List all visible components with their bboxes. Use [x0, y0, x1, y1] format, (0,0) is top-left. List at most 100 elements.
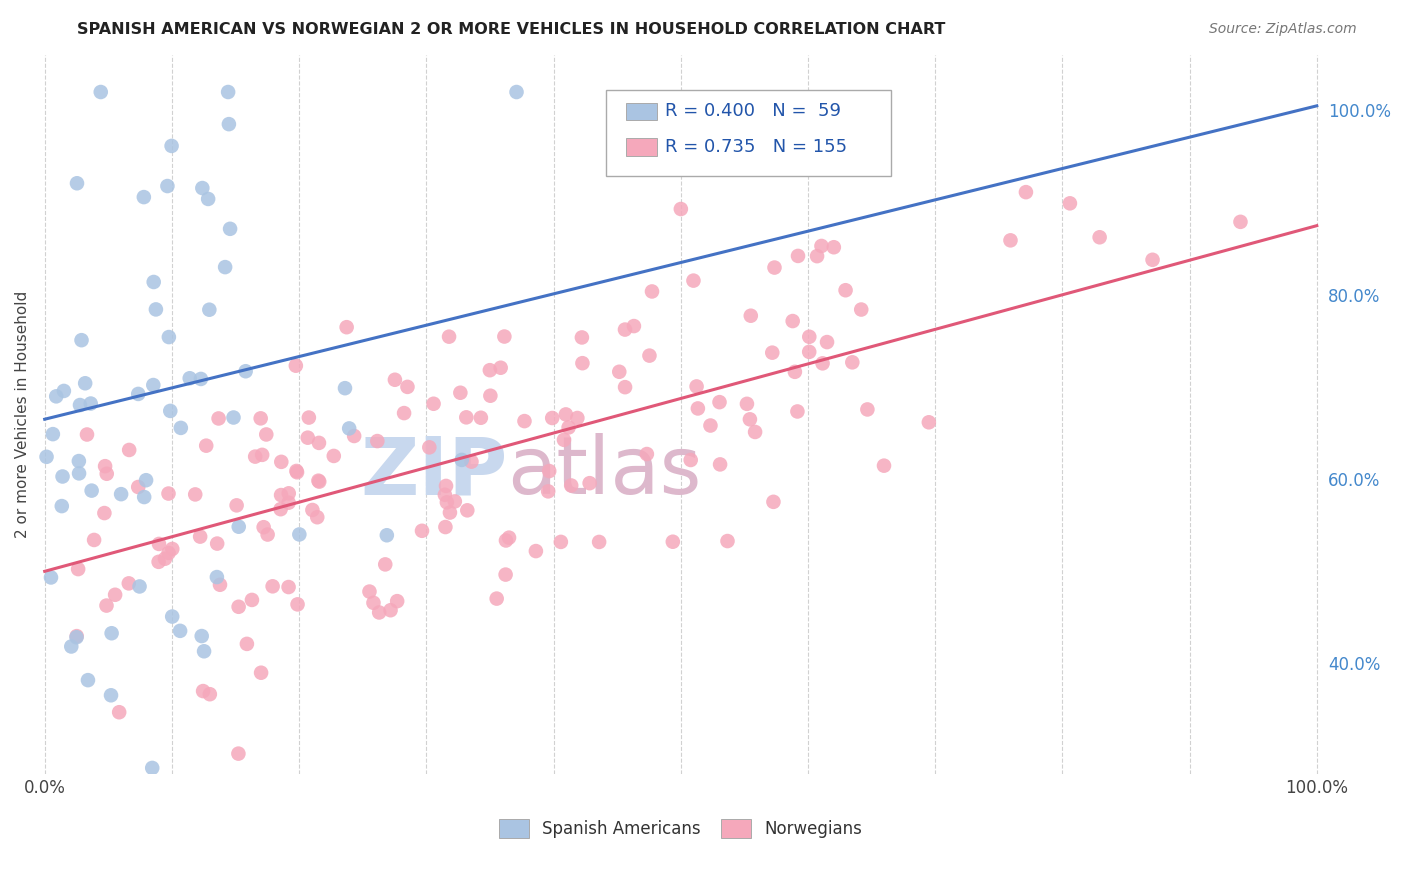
Point: [157, 486, 180, 500]
Point: [307, 474, 329, 488]
Point: [841, 355, 863, 369]
Point: [669, 202, 692, 216]
Point: [160, 139, 183, 153]
Point: [823, 240, 845, 254]
Point: [567, 411, 589, 425]
Point: [740, 309, 762, 323]
Point: [90, 85, 112, 99]
Point: [67, 467, 90, 481]
Point: [270, 455, 292, 469]
Legend: Spanish Americans, Norwegians: Spanish Americans, Norwegians: [492, 813, 869, 845]
Point: [641, 285, 664, 299]
Point: [682, 274, 704, 288]
Point: [110, 487, 132, 501]
Point: [337, 421, 360, 435]
Point: [219, 222, 242, 236]
Point: [153, 551, 176, 566]
Point: [243, 450, 266, 464]
Point: [782, 314, 804, 328]
Point: [392, 406, 415, 420]
Point: [851, 302, 873, 317]
Point: [250, 448, 273, 462]
Point: [396, 380, 419, 394]
Point: [623, 319, 645, 334]
Point: [214, 260, 236, 274]
Point: [191, 684, 214, 698]
Point: [298, 410, 321, 425]
Point: [235, 364, 257, 378]
Point: [498, 531, 520, 545]
Point: [198, 687, 221, 701]
Point: [188, 530, 211, 544]
Point: [560, 478, 582, 492]
Point: [524, 544, 547, 558]
Text: R = 0.735   N = 155: R = 0.735 N = 155: [665, 138, 848, 156]
Point: [571, 356, 593, 370]
Point: [270, 502, 292, 516]
Point: [228, 519, 250, 533]
Point: [39, 570, 62, 584]
Point: [380, 603, 402, 617]
Point: [368, 606, 391, 620]
Point: [190, 372, 212, 386]
Point: [815, 334, 838, 349]
Point: [478, 363, 501, 377]
Point: [607, 365, 630, 379]
Point: [333, 381, 356, 395]
Point: [197, 192, 219, 206]
Point: [495, 567, 517, 582]
Point: [374, 558, 396, 572]
Point: [205, 536, 228, 550]
Point: [578, 476, 600, 491]
Point: [96, 599, 118, 613]
Point: [193, 644, 215, 658]
Point: [662, 534, 685, 549]
Point: [485, 591, 508, 606]
Point: [433, 488, 456, 502]
Point: [75, 376, 97, 391]
Point: [35, 450, 58, 464]
Point: [434, 479, 457, 493]
Point: [80, 396, 103, 410]
Point: [135, 473, 157, 487]
Point: [439, 506, 461, 520]
Point: [307, 510, 329, 524]
Point: [786, 404, 808, 418]
Point: [70, 333, 93, 347]
Point: [422, 397, 444, 411]
Point: [277, 496, 299, 510]
Point: [806, 249, 828, 263]
Point: [685, 379, 707, 393]
Point: [270, 488, 292, 502]
Text: ZIP: ZIP: [360, 434, 508, 511]
Point: [66, 176, 89, 190]
Point: [686, 401, 709, 416]
Point: [799, 344, 821, 359]
Point: [198, 302, 221, 317]
Point: [489, 360, 512, 375]
Point: [513, 414, 536, 428]
Point: [80, 483, 103, 498]
Point: [437, 329, 460, 343]
Point: [810, 239, 832, 253]
Point: [571, 330, 593, 344]
Point: [145, 302, 167, 317]
Point: [142, 378, 165, 392]
Point: [550, 535, 572, 549]
Point: [553, 433, 575, 447]
Point: [418, 440, 440, 454]
Point: [100, 688, 122, 702]
Point: [162, 541, 184, 556]
Point: [51, 469, 73, 483]
Point: [240, 593, 263, 607]
Point: [384, 373, 406, 387]
Point: [470, 410, 492, 425]
Point: [450, 453, 472, 467]
Point: [588, 535, 610, 549]
Point: [205, 570, 228, 584]
Point: [308, 475, 330, 489]
Point: [256, 527, 278, 541]
Point: [297, 431, 319, 445]
Point: [148, 537, 170, 551]
Point: [225, 499, 247, 513]
